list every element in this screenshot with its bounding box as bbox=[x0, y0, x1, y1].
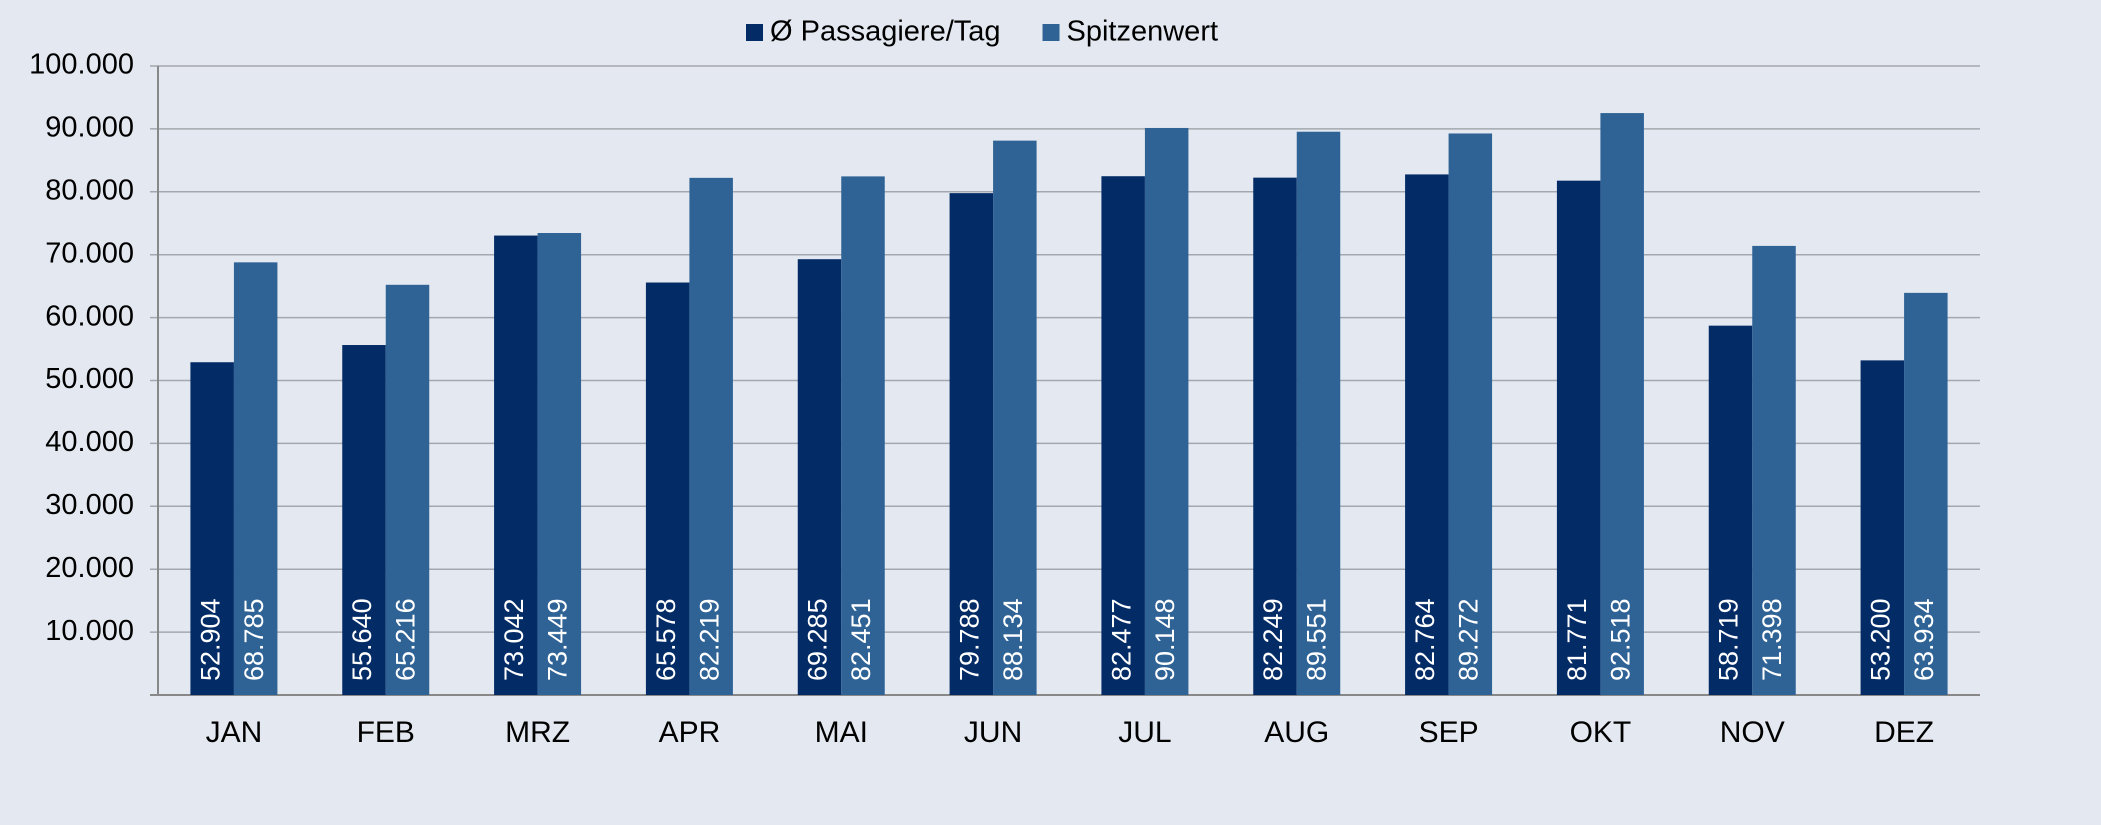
bar bbox=[689, 177, 733, 696]
bar bbox=[233, 262, 278, 695]
y-tick-label: 10.000 bbox=[45, 615, 134, 647]
x-tick-label: JAN bbox=[206, 716, 263, 749]
y-tick-label: 30.000 bbox=[45, 489, 134, 521]
value-label: 82.249 bbox=[1258, 598, 1288, 681]
y-tick-label: 70.000 bbox=[45, 237, 134, 269]
bar bbox=[342, 345, 386, 695]
value-label: 65.578 bbox=[651, 598, 681, 681]
y-tick-label: 40.000 bbox=[45, 426, 134, 458]
legend-label: Spitzenwert bbox=[1067, 16, 1219, 48]
legend-swatch bbox=[746, 24, 763, 41]
value-label: 88.134 bbox=[998, 598, 1028, 681]
value-label: 73.449 bbox=[542, 598, 572, 681]
bar bbox=[645, 282, 690, 695]
value-label: 81.771 bbox=[1562, 598, 1592, 681]
value-label: 63.934 bbox=[1909, 598, 1939, 681]
x-tick-label: NOV bbox=[1720, 716, 1785, 749]
bar bbox=[494, 235, 538, 695]
bar bbox=[1448, 133, 1493, 695]
value-label: 89.272 bbox=[1453, 598, 1483, 681]
value-label: 82.764 bbox=[1410, 598, 1440, 681]
bar bbox=[797, 259, 842, 695]
y-tick-label: 100.000 bbox=[29, 49, 134, 81]
x-tick-label: APR bbox=[659, 716, 721, 749]
bar bbox=[190, 362, 234, 695]
x-tick-label: DEZ bbox=[1874, 716, 1934, 749]
x-tick-label: OKT bbox=[1570, 716, 1632, 749]
bar bbox=[1556, 180, 1601, 696]
value-label: 69.285 bbox=[803, 598, 833, 681]
x-tick-label: AUG bbox=[1264, 716, 1329, 749]
value-label: 73.042 bbox=[499, 598, 529, 681]
x-tick-label: JUL bbox=[1118, 716, 1171, 749]
bar bbox=[949, 193, 994, 695]
value-label: 55.640 bbox=[347, 598, 377, 681]
y-tick-label: 60.000 bbox=[45, 300, 134, 332]
value-label: 71.398 bbox=[1757, 598, 1787, 681]
bar bbox=[1296, 131, 1341, 695]
x-tick-label: MAI bbox=[815, 716, 868, 749]
bar bbox=[841, 176, 885, 696]
bar bbox=[1253, 177, 1297, 695]
bar bbox=[537, 233, 582, 695]
bar bbox=[1904, 292, 1948, 695]
value-label: 92.518 bbox=[1605, 598, 1635, 681]
x-tick-label: FEB bbox=[357, 716, 415, 749]
x-tick-label: JUN bbox=[964, 716, 1022, 749]
bar bbox=[1144, 127, 1189, 696]
y-tick-label: 20.000 bbox=[45, 552, 134, 584]
y-tick-label: 50.000 bbox=[45, 363, 134, 395]
value-label: 79.788 bbox=[954, 598, 984, 681]
bar bbox=[1101, 176, 1145, 695]
bar bbox=[1860, 360, 1905, 695]
bar bbox=[385, 284, 430, 695]
value-label: 68.785 bbox=[239, 598, 269, 681]
value-label: 90.148 bbox=[1150, 598, 1180, 681]
value-label: 53.200 bbox=[1865, 598, 1895, 681]
y-tick-label: 80.000 bbox=[45, 174, 134, 206]
value-label: 65.216 bbox=[391, 598, 421, 681]
bar bbox=[1752, 245, 1796, 695]
value-label: 58.719 bbox=[1714, 598, 1744, 681]
bar bbox=[1600, 113, 1644, 696]
bar bbox=[1708, 325, 1753, 695]
value-label: 82.451 bbox=[846, 598, 876, 681]
x-tick-label: SEP bbox=[1419, 716, 1479, 749]
value-label: 82.477 bbox=[1106, 598, 1136, 681]
legend-label: Ø Passagiere/Tag bbox=[770, 16, 1001, 48]
bar bbox=[993, 140, 1037, 695]
y-tick-label: 90.000 bbox=[45, 112, 134, 144]
value-label: 52.904 bbox=[195, 598, 225, 681]
value-label: 82.219 bbox=[694, 598, 724, 681]
legend-swatch bbox=[1042, 24, 1060, 41]
value-label: 89.551 bbox=[1302, 598, 1332, 681]
bar bbox=[1405, 174, 1449, 696]
x-tick-label: MRZ bbox=[505, 716, 570, 749]
